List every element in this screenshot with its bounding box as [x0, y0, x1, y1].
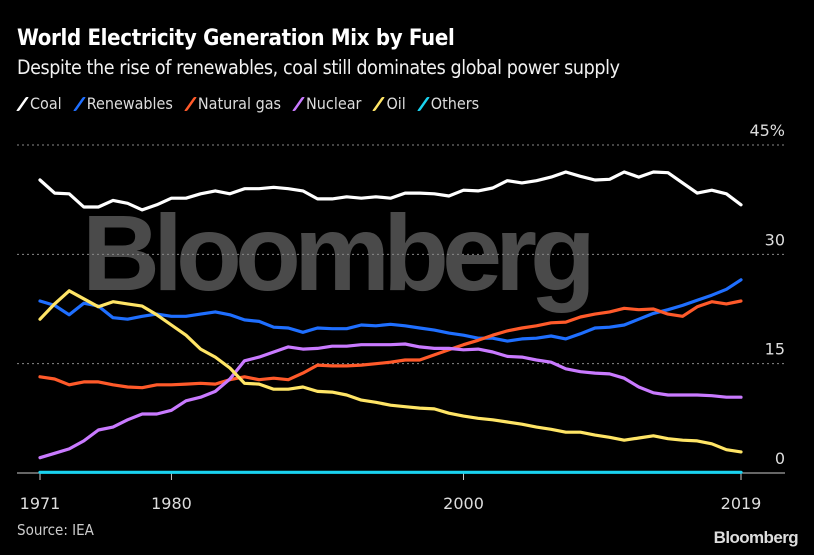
- brand-logo: Bloomberg: [713, 528, 799, 547]
- y-tick-label: 15: [765, 340, 785, 359]
- y-tick-label: 0: [775, 449, 785, 468]
- y-tick-label: 30: [765, 230, 785, 249]
- x-tick-label: 1980: [151, 494, 192, 513]
- legend-item: Oil: [372, 94, 406, 113]
- chart-title: World Electricity Generation Mix by Fuel: [17, 26, 455, 51]
- legend-item: Natural gas: [184, 94, 282, 113]
- x-tick-label: 1971: [20, 494, 61, 513]
- chart-subtitle: Despite the rise of renewables, coal sti…: [17, 56, 620, 79]
- legend-label: Nuclear: [306, 94, 362, 113]
- y-tick-label: 45%: [749, 121, 785, 140]
- series-line-nuclear: [38, 342, 743, 460]
- legend-item: Coal: [16, 94, 62, 113]
- legend-item: Others: [416, 94, 480, 113]
- series-line-natural-gas: [38, 299, 743, 390]
- series-line-oil: [38, 289, 743, 454]
- legend: Coal Renewables Natural gas Nuclear Oil Other…: [16, 94, 480, 113]
- watermark-logo: Bloomberg: [82, 192, 596, 313]
- legend-label: Natural gas: [197, 94, 282, 113]
- legend-label: Oil: [386, 94, 406, 113]
- legend-item: Renewables: [72, 94, 173, 113]
- x-tick-label: 2019: [721, 494, 762, 513]
- x-tick-label: 2000: [443, 494, 484, 513]
- legend-label: Coal: [30, 94, 62, 113]
- series-line-coal: [38, 170, 743, 212]
- source-note: Source: IEA: [17, 521, 94, 539]
- legend-label: Others: [430, 94, 480, 113]
- legend-label: Renewables: [86, 94, 173, 113]
- legend-item: Nuclear: [292, 94, 362, 113]
